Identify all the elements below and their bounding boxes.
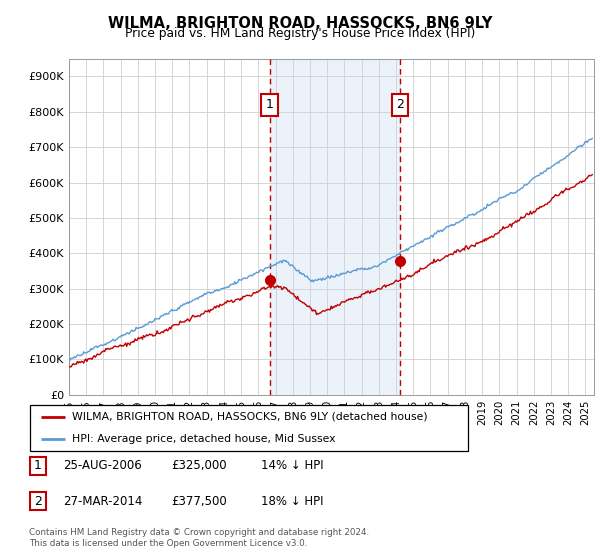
Text: 1: 1 bbox=[266, 98, 274, 111]
Text: 14% ↓ HPI: 14% ↓ HPI bbox=[261, 459, 323, 473]
Bar bbox=[269, 59, 400, 395]
FancyBboxPatch shape bbox=[30, 457, 46, 475]
Text: 1: 1 bbox=[34, 459, 42, 473]
Text: 2: 2 bbox=[34, 494, 42, 508]
Text: 25-AUG-2006: 25-AUG-2006 bbox=[63, 459, 142, 473]
Text: Price paid vs. HM Land Registry's House Price Index (HPI): Price paid vs. HM Land Registry's House … bbox=[125, 27, 475, 40]
Text: £325,000: £325,000 bbox=[171, 459, 227, 473]
FancyBboxPatch shape bbox=[30, 492, 46, 510]
Text: £377,500: £377,500 bbox=[171, 494, 227, 508]
FancyBboxPatch shape bbox=[30, 405, 468, 451]
Text: Contains HM Land Registry data © Crown copyright and database right 2024.
This d: Contains HM Land Registry data © Crown c… bbox=[29, 528, 369, 548]
Text: HPI: Average price, detached house, Mid Sussex: HPI: Average price, detached house, Mid … bbox=[71, 434, 335, 444]
Text: 18% ↓ HPI: 18% ↓ HPI bbox=[261, 494, 323, 508]
Text: WILMA, BRIGHTON ROAD, HASSOCKS, BN6 9LY (detached house): WILMA, BRIGHTON ROAD, HASSOCKS, BN6 9LY … bbox=[71, 412, 427, 422]
Text: 27-MAR-2014: 27-MAR-2014 bbox=[63, 494, 142, 508]
Text: WILMA, BRIGHTON ROAD, HASSOCKS, BN6 9LY: WILMA, BRIGHTON ROAD, HASSOCKS, BN6 9LY bbox=[108, 16, 492, 31]
Text: 2: 2 bbox=[396, 98, 404, 111]
